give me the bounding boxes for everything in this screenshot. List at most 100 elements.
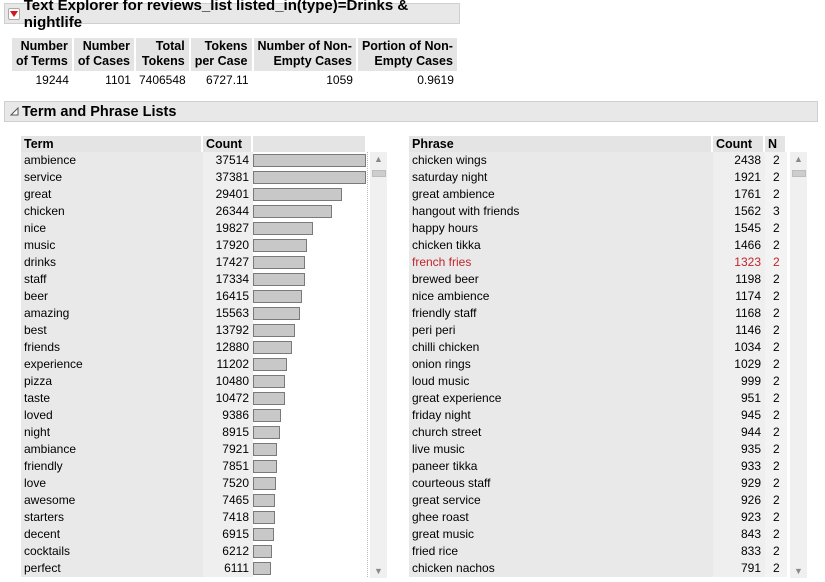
term-cell[interactable]: awesome — [21, 492, 203, 509]
list-item[interactable]: chilli chicken 1034 2 — [409, 339, 787, 356]
list-item[interactable]: awesome 7465 — [21, 492, 367, 509]
term-cell[interactable]: music — [21, 237, 203, 254]
red-triangle-menu-icon[interactable] — [8, 7, 20, 20]
phrase-cell[interactable]: paneer tikka — [409, 458, 713, 475]
term-cell[interactable]: perfect — [21, 560, 203, 577]
collapse-triangle-icon[interactable] — [9, 107, 19, 117]
list-item[interactable]: nice 19827 — [21, 220, 367, 237]
term-cell[interactable]: night — [21, 424, 203, 441]
term-cell[interactable]: cocktails — [21, 543, 203, 560]
phrase-cell[interactable]: great ambience — [409, 186, 713, 203]
list-item[interactable]: friday night 945 2 — [409, 407, 787, 424]
scroll-up-icon[interactable]: ▲ — [794, 154, 803, 164]
list-item[interactable]: happy hours 1545 2 — [409, 220, 787, 237]
list-item[interactable]: chicken nachos 791 2 — [409, 560, 787, 577]
term-cell[interactable]: pizza — [21, 373, 203, 390]
list-item[interactable]: fried rice 833 2 — [409, 543, 787, 560]
list-item[interactable]: service 37381 — [21, 169, 367, 186]
term-cell[interactable]: experience — [21, 356, 203, 373]
phrase-cell[interactable]: peri peri — [409, 322, 713, 339]
phrase-cell[interactable]: french fries — [409, 254, 713, 271]
term-cell[interactable]: love — [21, 475, 203, 492]
list-item[interactable]: decent 6915 — [21, 526, 367, 543]
list-item[interactable]: onion rings 1029 2 — [409, 356, 787, 373]
phrase-cell[interactable]: friendly staff — [409, 305, 713, 322]
list-item[interactable]: church street 944 2 — [409, 424, 787, 441]
list-item[interactable]: friendly 7851 — [21, 458, 367, 475]
list-item[interactable]: taste 10472 — [21, 390, 367, 407]
term-cell[interactable]: ambiance — [21, 441, 203, 458]
term-cell[interactable]: decent — [21, 526, 203, 543]
phrase-cell[interactable]: saturday night — [409, 169, 713, 186]
phrase-cell[interactable]: chicken nachos — [409, 560, 713, 577]
scroll-down-icon[interactable]: ▼ — [374, 566, 383, 576]
list-item[interactable]: chicken 26344 — [21, 203, 367, 220]
list-item[interactable]: loud music 999 2 — [409, 373, 787, 390]
phrase-cell[interactable]: fried rice — [409, 543, 713, 560]
list-item[interactable]: ghee roast 923 2 — [409, 509, 787, 526]
list-item[interactable]: great ambience 1761 2 — [409, 186, 787, 203]
list-item[interactable]: great 29401 — [21, 186, 367, 203]
list-item[interactable]: great service 926 2 — [409, 492, 787, 509]
term-cell[interactable]: chicken — [21, 203, 203, 220]
term-cell[interactable]: ambience — [21, 152, 203, 169]
term-column-header[interactable]: Term — [21, 136, 203, 152]
list-item[interactable]: music 17920 — [21, 237, 367, 254]
term-cell[interactable]: beer — [21, 288, 203, 305]
list-item[interactable]: cocktails 6212 — [21, 543, 367, 560]
term-cell[interactable]: amazing — [21, 305, 203, 322]
list-item[interactable]: ambience 37514 — [21, 152, 367, 169]
phrase-count-column-header[interactable]: Count — [713, 136, 765, 152]
list-item[interactable]: courteous staff 929 2 — [409, 475, 787, 492]
list-item[interactable]: paneer tikka 933 2 — [409, 458, 787, 475]
list-item[interactable]: drinks 17427 — [21, 254, 367, 271]
phrase-cell[interactable]: courteous staff — [409, 475, 713, 492]
term-cell[interactable]: starters — [21, 509, 203, 526]
scroll-up-icon[interactable]: ▲ — [374, 154, 383, 164]
term-cell[interactable]: loved — [21, 407, 203, 424]
phrase-cell[interactable]: loud music — [409, 373, 713, 390]
phrase-cell[interactable]: ghee roast — [409, 509, 713, 526]
list-item[interactable]: perfect 6111 — [21, 560, 367, 577]
list-item[interactable]: love 7520 — [21, 475, 367, 492]
list-item[interactable]: starters 7418 — [21, 509, 367, 526]
phrase-cell[interactable]: chicken tikka — [409, 237, 713, 254]
list-item[interactable]: pizza 10480 — [21, 373, 367, 390]
term-cell[interactable]: friends — [21, 339, 203, 356]
list-item[interactable]: chicken wings 2438 2 — [409, 152, 787, 169]
term-phrase-lists-header[interactable]: Term and Phrase Lists — [4, 101, 818, 122]
term-list-scrollbar[interactable]: ▲ ▼ — [370, 152, 387, 578]
list-item[interactable]: experience 11202 — [21, 356, 367, 373]
list-item[interactable]: ambiance 7921 — [21, 441, 367, 458]
list-item[interactable]: hangout with friends 1562 3 — [409, 203, 787, 220]
phrase-cell[interactable]: great service — [409, 492, 713, 509]
scroll-down-icon[interactable]: ▼ — [794, 566, 803, 576]
list-item[interactable]: beer 16415 — [21, 288, 367, 305]
list-item[interactable]: friendly staff 1168 2 — [409, 305, 787, 322]
phrase-cell[interactable]: onion rings — [409, 356, 713, 373]
list-item[interactable]: staff 17334 — [21, 271, 367, 288]
phrase-cell[interactable]: great experience — [409, 390, 713, 407]
scrollbar-thumb[interactable] — [372, 170, 386, 177]
n-column-header[interactable]: N — [765, 136, 787, 152]
list-item[interactable]: nice ambience 1174 2 — [409, 288, 787, 305]
list-item[interactable]: friends 12880 — [21, 339, 367, 356]
list-item[interactable]: night 8915 — [21, 424, 367, 441]
list-item[interactable]: loved 9386 — [21, 407, 367, 424]
phrase-cell[interactable]: great music — [409, 526, 713, 543]
phrase-cell[interactable]: live music — [409, 441, 713, 458]
list-item[interactable]: brewed beer 1198 2 — [409, 271, 787, 288]
list-item[interactable]: great experience 951 2 — [409, 390, 787, 407]
phrase-column-header[interactable]: Phrase — [409, 136, 713, 152]
list-item[interactable]: chicken tikka 1466 2 — [409, 237, 787, 254]
list-item[interactable]: french fries 1323 2 — [409, 254, 787, 271]
term-cell[interactable]: taste — [21, 390, 203, 407]
phrase-list-scrollbar[interactable]: ▲ ▼ — [790, 152, 807, 578]
term-cell[interactable]: drinks — [21, 254, 203, 271]
term-cell[interactable]: service — [21, 169, 203, 186]
scrollbar-thumb[interactable] — [792, 170, 806, 177]
term-cell[interactable]: staff — [21, 271, 203, 288]
phrase-cell[interactable]: happy hours — [409, 220, 713, 237]
phrase-cell[interactable]: brewed beer — [409, 271, 713, 288]
phrase-cell[interactable]: church street — [409, 424, 713, 441]
